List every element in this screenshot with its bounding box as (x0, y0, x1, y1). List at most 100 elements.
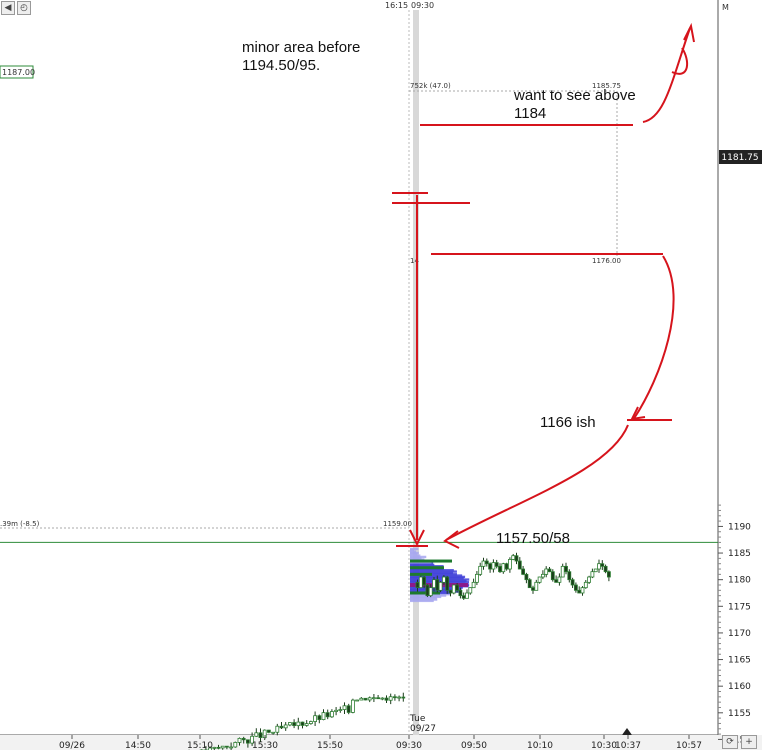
x-tick-label: 14:50 (125, 741, 151, 750)
profile-bar (410, 570, 457, 573)
profile-bar (410, 589, 461, 592)
profile-highlight (410, 591, 440, 595)
candle-body (544, 568, 549, 575)
candle-body (481, 560, 486, 567)
profile-1-left-label: 752k (47.0) (410, 82, 451, 90)
annotation-curve-down-2 (445, 424, 629, 541)
profile-bar (410, 597, 437, 600)
candle-body (296, 721, 301, 727)
candle-body (491, 562, 496, 570)
candle-body (590, 571, 595, 578)
candle-body (478, 565, 483, 575)
candle-body (212, 746, 217, 749)
profile-bar (410, 551, 419, 555)
candle-body (425, 584, 430, 597)
plus-icon[interactable]: + (741, 735, 757, 749)
candle-body (461, 595, 466, 599)
annotation-1166: 1166 ish (540, 414, 596, 431)
candle-body (514, 555, 519, 562)
candle-body (607, 571, 611, 578)
candle-body (557, 576, 562, 583)
candle-body (435, 579, 440, 591)
candle-body (507, 559, 512, 570)
candle-body (363, 697, 368, 701)
candle-body (567, 571, 572, 581)
candle-body (547, 568, 552, 573)
candle-body (245, 739, 250, 744)
y-tick-label: 1155 (728, 709, 751, 719)
profile-bar (410, 574, 463, 577)
candle-body (465, 592, 469, 599)
x-tick-label: 15:30 (252, 741, 278, 750)
candle-body (367, 697, 372, 701)
candle-body (342, 705, 347, 710)
candle-body (451, 584, 456, 594)
candle-body (415, 581, 420, 589)
profile-2-right-label: 1159.00 (383, 520, 412, 528)
candle-body (308, 721, 313, 724)
annotation-curve-up (642, 27, 691, 123)
candle-body (531, 587, 535, 591)
candle-body (587, 576, 591, 583)
y-tick-label: 1160 (728, 682, 751, 692)
x-tick-label: 15:50 (317, 741, 343, 750)
candle-body (258, 732, 263, 738)
profile-bar (410, 578, 470, 581)
candle-body (468, 587, 473, 594)
candle-body (350, 699, 355, 713)
arrow-left-icon[interactable]: ◀ (1, 1, 15, 15)
profile-1-low-left: 14 (410, 257, 419, 265)
ref-line-label: 1187.00 (2, 68, 35, 77)
candle-body (534, 581, 539, 591)
candle-body (488, 563, 493, 570)
candle-body (329, 711, 334, 718)
candle-body (271, 731, 276, 734)
profile-highlight (410, 559, 452, 563)
candle-body (380, 697, 385, 700)
profile-bar (410, 554, 421, 557)
hand-annotations (392, 22, 695, 549)
y-tick-label: 1180 (728, 576, 751, 586)
candle-body (334, 709, 339, 712)
candle-body (250, 735, 255, 744)
annotation-arrow-head-down (409, 529, 425, 547)
y-axis-ticks: 1150 1155 1160 1165 1170 1175 1180 1185 1190 (718, 504, 751, 745)
candle-body (537, 576, 542, 583)
y-tick-label: 1185 (728, 549, 751, 559)
corner-label: M (722, 3, 729, 12)
candle-body (580, 587, 585, 594)
clock-icon[interactable]: ◴ (17, 1, 31, 15)
candle-body (317, 715, 322, 721)
candle-body (388, 696, 393, 701)
candle-body (266, 729, 271, 733)
profile-bar (410, 569, 454, 572)
candle-body (325, 712, 330, 718)
candle-body (570, 579, 575, 586)
y-tick-label: 1170 (728, 629, 751, 639)
candle-body (220, 745, 225, 749)
annotation-arrow-head-1158 (443, 530, 460, 549)
candle-body (474, 573, 479, 583)
x-tick-label: 10:30 (591, 741, 617, 750)
candle-body (392, 696, 397, 699)
profile-bar (410, 557, 422, 560)
profile-highlight (410, 566, 444, 570)
candle-body (511, 555, 516, 560)
profile-bar (410, 553, 418, 556)
candle-body (517, 560, 522, 570)
candle-body (359, 697, 364, 701)
refresh-icon[interactable]: ⟳ (722, 735, 738, 749)
candle-body (577, 589, 582, 594)
candle-body (254, 732, 259, 737)
candle-body (521, 568, 525, 575)
top-time-2: 09:30 (411, 1, 434, 10)
session-day-label: Tue (409, 714, 426, 724)
profile-1-right-label: 1185.75 (592, 82, 621, 90)
x-tick-label: 09/26 (59, 741, 85, 750)
candle-body (279, 725, 284, 729)
profile-bar (410, 563, 435, 567)
profile-bar (410, 547, 419, 551)
candle-body (224, 745, 229, 748)
